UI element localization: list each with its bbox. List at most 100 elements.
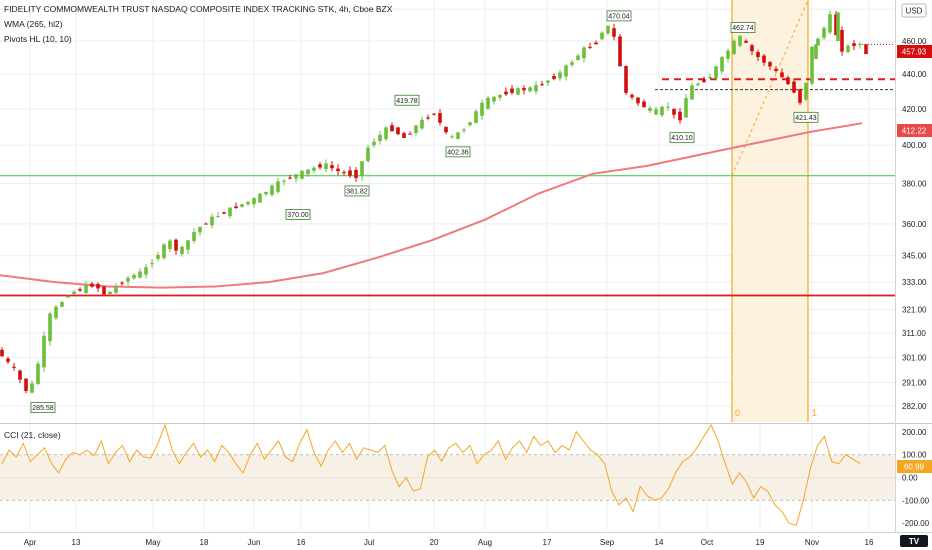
candle-up: [270, 183, 274, 197]
candle-body: [18, 370, 22, 380]
candle-down: [234, 202, 238, 209]
candle-body: [828, 14, 832, 33]
candle-body: [420, 119, 424, 129]
candle-body: [348, 170, 352, 176]
candle-up: [378, 130, 382, 145]
pivot-label-text: 462.74: [732, 25, 754, 32]
candles-layer[interactable]: [0, 10, 868, 394]
candle-up: [36, 361, 40, 385]
candle-down: [852, 40, 856, 50]
candle-down: [522, 85, 526, 95]
candle-body: [6, 358, 10, 362]
candle-down: [768, 61, 772, 70]
candle-body: [288, 177, 292, 179]
candle-up: [558, 69, 562, 81]
candle-body: [84, 285, 88, 294]
candle-up: [132, 273, 136, 280]
candle-up: [282, 179, 286, 186]
candle-body: [528, 87, 532, 92]
candle-body: [120, 282, 124, 284]
candle-body: [660, 106, 664, 116]
candle-body: [354, 169, 358, 178]
candle-body: [720, 57, 724, 72]
candle-up: [726, 48, 730, 63]
candle-up: [858, 42, 862, 49]
lines-layer: [0, 43, 895, 297]
candle-down: [636, 96, 640, 106]
candle-body: [852, 43, 856, 47]
candle-up: [306, 169, 310, 178]
candle-down: [12, 362, 16, 371]
date-range-highlight: [732, 0, 808, 422]
candle-body: [582, 47, 586, 59]
candle-body: [108, 291, 112, 295]
candle-body: [648, 107, 652, 111]
candle-body: [174, 239, 178, 251]
candle-up: [534, 81, 538, 95]
candle-body: [804, 82, 808, 100]
candle-body: [450, 136, 454, 138]
candle-up: [528, 85, 532, 93]
time-tick-label: 13: [72, 538, 81, 547]
candle-down: [792, 78, 796, 94]
candle-body: [768, 62, 772, 67]
price-tick-label: 460.00: [902, 37, 927, 46]
candle-up: [810, 46, 814, 86]
candle-body: [732, 40, 736, 55]
price-tick-label: 311.00: [902, 329, 926, 338]
candle-up: [192, 228, 196, 244]
pivot-label-high: 419.78: [394, 94, 420, 106]
candle-body: [408, 133, 412, 135]
candle-body: [696, 83, 700, 86]
candle-body: [540, 84, 544, 86]
currency-badge[interactable]: USD: [901, 3, 927, 18]
candle-body: [270, 185, 274, 195]
candle-up: [30, 380, 34, 394]
candle-down: [18, 369, 22, 384]
candle-body: [642, 101, 646, 108]
candle-body: [456, 132, 460, 139]
candle-down: [864, 44, 868, 55]
candle-down: [630, 93, 634, 100]
candle-up: [474, 109, 478, 124]
candle-body: [702, 79, 706, 83]
candle-up: [846, 44, 850, 54]
time-tick-label: 20: [430, 538, 439, 547]
candle-body: [576, 55, 580, 61]
candle-up: [720, 55, 724, 74]
time-tick-label: Jul: [364, 538, 374, 547]
candle-down: [318, 161, 322, 170]
candle-body: [858, 43, 862, 46]
candle-down: [762, 54, 766, 66]
candle-body: [222, 212, 226, 214]
price-tick-label: 301.00: [902, 353, 927, 362]
candle-body: [0, 349, 4, 357]
pivot-label-text: 370.00: [287, 212, 309, 219]
candle-body: [138, 271, 142, 278]
candle-body: [180, 246, 184, 254]
candle-body: [342, 172, 346, 174]
candle-up: [240, 203, 244, 208]
candle-body: [126, 277, 130, 282]
pivots-legend: Pivots HL (10, 10): [4, 34, 72, 44]
cci-tick-label: 0.00: [902, 474, 918, 483]
cci-tick-label: 200.00: [902, 428, 927, 437]
candle-body: [294, 174, 298, 179]
pivot-label-text: 285.58: [32, 405, 54, 412]
candle-down: [6, 356, 10, 365]
candle-up: [48, 311, 52, 346]
candle-down: [744, 39, 748, 44]
candle-down: [678, 107, 682, 124]
cci-layer: [0, 423, 895, 527]
pivot-label-text: 470.04: [608, 14, 630, 21]
candle-up: [60, 300, 64, 308]
candle-down: [618, 34, 622, 67]
candle-body: [792, 81, 796, 93]
candle-up: [450, 134, 454, 139]
candle-up: [312, 166, 316, 174]
candle-body: [510, 88, 514, 93]
candle-up: [114, 283, 118, 296]
time-tick-label: Sep: [600, 538, 615, 547]
